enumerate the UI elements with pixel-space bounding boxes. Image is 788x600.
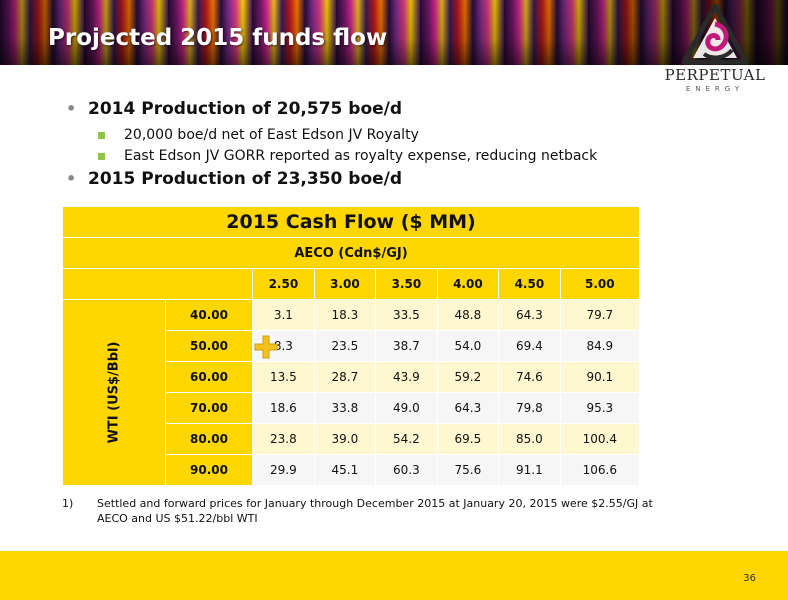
cash-flow-cell: 95.3	[559, 392, 641, 424]
bullet-dot-icon: •	[66, 169, 77, 188]
cash-flow-cell: 69.4	[498, 330, 561, 362]
cash-flow-cell: 64.3	[436, 392, 500, 424]
aeco-value: 4.50	[498, 268, 561, 300]
bullet-list: • 2014 Production of 20,575 boe/d 20,000…	[66, 98, 716, 196]
cash-flow-cell: 13.5	[252, 361, 315, 393]
triangle-swirl-logo-icon	[682, 4, 748, 65]
logo-subtitle: ENERGY	[685, 85, 745, 93]
footnote-text: Settled and forward prices for January t…	[97, 497, 653, 525]
aeco-values-row: 2.50 3.00 3.50 4.00 4.50 5.00	[61, 268, 641, 300]
square-bullet-icon	[98, 153, 105, 160]
bullet-dot-icon: •	[66, 99, 77, 118]
footer-bar	[0, 551, 788, 600]
cash-flow-cell: 28.7	[313, 361, 377, 393]
logo-name: PERPETUAL	[664, 66, 766, 84]
header-banner-shade	[0, 0, 788, 65]
cash-flow-cell: 39.0	[313, 423, 377, 455]
cash-flow-cell: 84.9	[559, 330, 641, 362]
aeco-value: 3.00	[313, 268, 377, 300]
cash-flow-cell: 75.6	[436, 454, 500, 486]
cash-flow-cell: 33.5	[375, 299, 438, 331]
page-title: Projected 2015 funds flow	[48, 25, 388, 51]
aeco-value: 4.00	[436, 268, 500, 300]
wti-axis-label-cell: WTI (US$/Bbl)	[62, 299, 166, 486]
cash-flow-cell: 106.6	[559, 454, 641, 486]
aeco-value: 2.50	[252, 268, 315, 300]
cash-flow-cell: 79.8	[498, 392, 561, 424]
table-row: 50.00 8.3 23.5 38.7 54.0 69.4 84.9	[63, 330, 641, 362]
wti-value: 50.00	[164, 330, 254, 362]
sub-bullet-text: East Edson JV GORR reported as royalty e…	[124, 148, 598, 164]
sub-bullet-item: East Edson JV GORR reported as royalty e…	[66, 147, 716, 168]
cash-flow-cell: 38.7	[375, 330, 438, 362]
cash-flow-cell: 29.9	[252, 454, 315, 486]
cash-flow-cell: 45.1	[313, 454, 377, 486]
aeco-value: 3.50	[375, 268, 438, 300]
cash-flow-cell: 33.8	[313, 392, 377, 424]
table-row: WTI (US$/Bbl) 40.00 3.1 18.3 33.5 48.8 6…	[62, 299, 641, 486]
square-bullet-icon	[98, 132, 105, 139]
table-corner	[61, 268, 254, 300]
sub-bullet-text: 20,000 boe/d net of East Edson JV Royalt…	[124, 127, 419, 143]
cash-flow-cell: 54.0	[436, 330, 500, 362]
aeco-header: AECO (Cdn$/GJ)	[62, 237, 640, 269]
company-logo: PERPETUAL ENERGY	[650, 2, 780, 98]
cash-flow-cell: 85.0	[498, 423, 561, 455]
cash-flow-cell: 79.7	[559, 299, 641, 331]
cash-flow-table: 2015 Cash Flow ($ MM) AECO (Cdn$/GJ) 2.5…	[61, 206, 641, 486]
bullet-text: 2015 Production of 23,350 boe/d	[88, 169, 403, 189]
cash-flow-cell: 49.0	[375, 392, 438, 424]
cash-flow-cell: 48.8	[436, 299, 500, 331]
wti-axis-label: WTI (US$/Bbl)	[106, 341, 122, 444]
cash-flow-cell: 90.1	[559, 361, 641, 393]
cash-flow-cell: 69.5	[436, 423, 500, 455]
cash-flow-cell: 100.4	[559, 423, 641, 455]
table-row: 90.00 29.9 45.1 60.3 75.6 91.1 106.6	[63, 454, 641, 486]
cash-flow-cell: 23.8	[252, 423, 315, 455]
sub-bullet-item: 20,000 boe/d net of East Edson JV Royalt…	[66, 126, 716, 147]
cash-flow-cell: 74.6	[498, 361, 561, 393]
page-number: 36	[743, 573, 756, 584]
cash-flow-cell: 43.9	[375, 361, 438, 393]
cash-flow-cell: 54.2	[375, 423, 438, 455]
wti-value: 70.00	[164, 392, 254, 424]
cash-flow-cell: 59.2	[436, 361, 500, 393]
table-row: 60.00 13.5 28.7 43.9 59.2 74.6 90.1	[63, 361, 641, 393]
cursor-icon	[254, 335, 278, 359]
cash-flow-cell: 60.3	[375, 454, 438, 486]
wti-value: 90.00	[164, 454, 254, 486]
bullet-text: 2014 Production of 20,575 boe/d	[88, 99, 403, 119]
cash-flow-cell: 23.5	[313, 330, 377, 362]
cash-flow-cell: 64.3	[498, 299, 561, 331]
cash-flow-cell: 3.1	[252, 299, 315, 331]
aeco-value: 5.00	[559, 268, 641, 300]
wti-value: 40.00	[164, 299, 254, 331]
wti-value: 60.00	[164, 361, 254, 393]
cash-flow-cell: 91.1	[498, 454, 561, 486]
footnote-number: 1)	[62, 497, 74, 510]
cash-flow-cell: 18.3	[313, 299, 377, 331]
wti-value: 80.00	[164, 423, 254, 455]
cash-flow-cell: 18.6	[252, 392, 315, 424]
table-title: 2015 Cash Flow ($ MM)	[62, 206, 640, 238]
bullet-item: • 2014 Production of 20,575 boe/d	[66, 98, 716, 126]
bullet-item: • 2015 Production of 23,350 boe/d	[66, 168, 716, 196]
